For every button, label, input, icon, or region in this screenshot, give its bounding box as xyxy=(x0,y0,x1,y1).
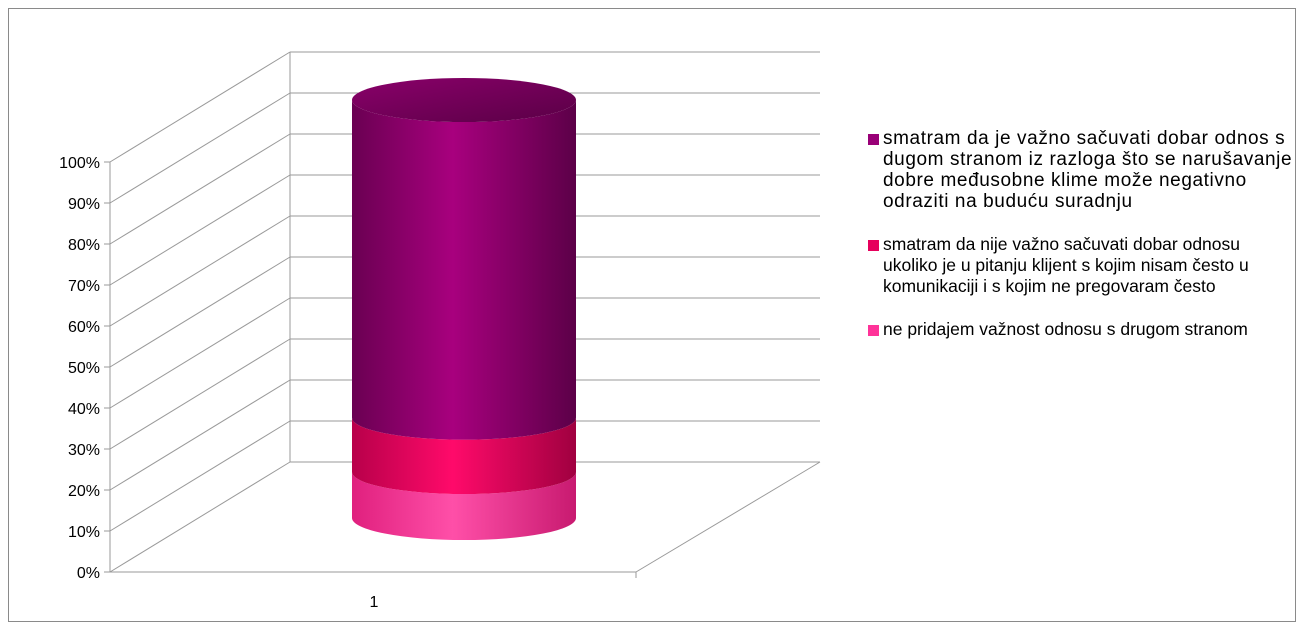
legend-item-important: smatram da je važno sačuvati dobar odnos… xyxy=(868,128,1298,212)
bar-top-cap xyxy=(352,78,576,122)
y-tick-label: 10% xyxy=(68,524,100,541)
legend: smatram da je važno sačuvati dobar odnos… xyxy=(868,128,1298,362)
legend-swatch-purple xyxy=(868,134,879,145)
y-tick-label: 30% xyxy=(68,442,100,459)
legend-swatch-pink xyxy=(868,325,879,336)
y-axis-ticks: 0% 10% 20% 30% 40% 50% 60% 70% 80% 90% 100% xyxy=(59,155,110,582)
side-gridline xyxy=(109,51,291,163)
chart-frame xyxy=(8,8,1296,622)
y-tick-label: 50% xyxy=(68,360,100,377)
x-axis-labels: 1 xyxy=(370,594,379,611)
y-tick-label: 40% xyxy=(68,401,100,418)
side-gridline xyxy=(109,92,291,204)
floor-right-edge xyxy=(635,461,821,573)
side-gridline xyxy=(109,420,291,532)
legend-item-not-important: smatram da nije važno sačuvati dobar odn… xyxy=(868,234,1298,297)
legend-label: smatram da nije važno sačuvati dobar odn… xyxy=(883,234,1249,296)
y-tick-label: 90% xyxy=(68,196,100,213)
y-tick-label: 100% xyxy=(59,155,100,172)
y-tick-label: 80% xyxy=(68,237,100,254)
side-gridline xyxy=(109,379,291,491)
legend-label: smatram da je važno sačuvati dobar odnos… xyxy=(883,128,1293,212)
bar-segment xyxy=(352,100,576,440)
side-gridline xyxy=(109,461,291,573)
legend-item-no-importance: ne pridajem važnost odnosu s drugom stra… xyxy=(868,319,1298,340)
side-gridline xyxy=(109,215,291,327)
bar-segment xyxy=(352,417,576,495)
y-tick-label: 70% xyxy=(68,278,100,295)
side-gridline xyxy=(109,133,291,245)
y-tick-label: 60% xyxy=(68,319,100,336)
side-gridline xyxy=(109,174,291,286)
bar-segment xyxy=(352,472,576,540)
legend-swatch-red xyxy=(868,240,879,251)
side-gridline xyxy=(109,256,291,368)
y-tick-label: 20% xyxy=(68,483,100,500)
side-gridline xyxy=(109,297,291,409)
y-tick-label: 0% xyxy=(77,565,100,582)
bar-series xyxy=(352,78,576,540)
side-gridline xyxy=(109,338,291,450)
legend-label: ne pridajem važnost odnosu s drugom stra… xyxy=(883,319,1248,339)
x-category-label: 1 xyxy=(370,594,379,611)
